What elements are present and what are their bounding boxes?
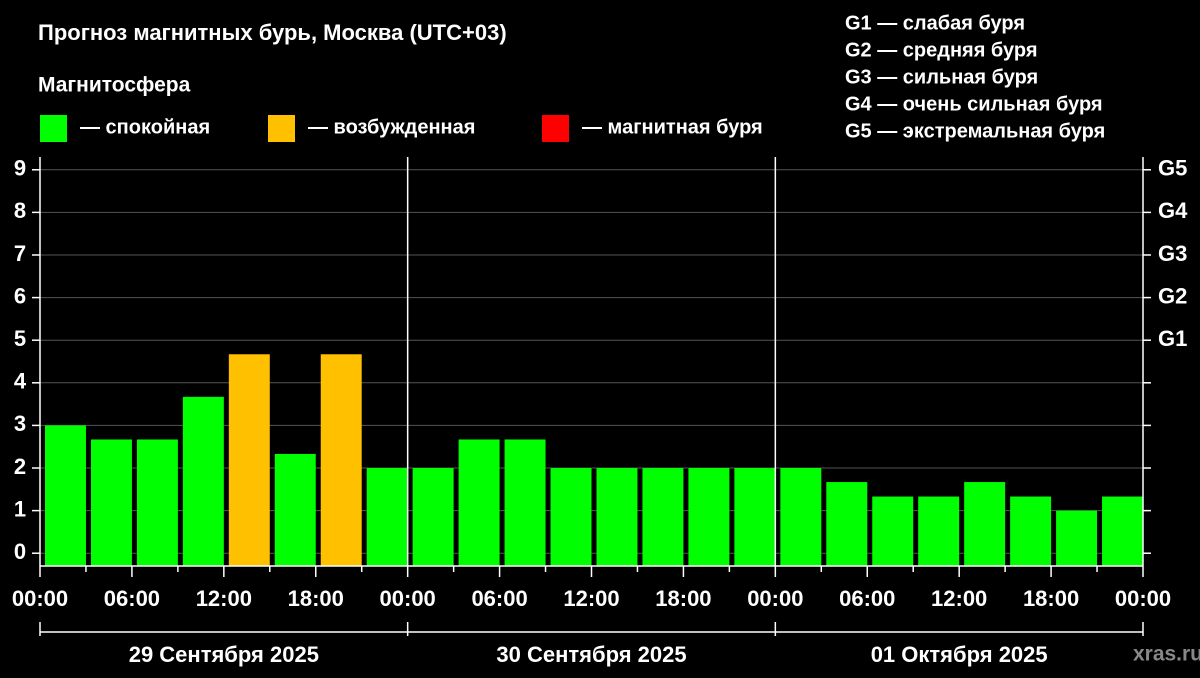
- bar: [504, 439, 546, 566]
- day-label: 29 Сентября 2025: [129, 642, 319, 667]
- bar: [412, 468, 454, 566]
- x-tick-label: 18:00: [655, 586, 711, 611]
- bar: [1102, 496, 1143, 566]
- y-tick-label: 8: [14, 198, 26, 223]
- bar: [182, 396, 224, 566]
- bar: [872, 496, 914, 566]
- x-tick-label: 06:00: [471, 586, 527, 611]
- x-tick-label: 12:00: [563, 586, 619, 611]
- x-tick-label: 18:00: [288, 586, 344, 611]
- bar: [964, 482, 1006, 566]
- y-tick-label: 1: [14, 496, 26, 521]
- y2-tick-label: G5: [1158, 156, 1187, 181]
- bar: [90, 439, 132, 566]
- y2-tick-label: G4: [1158, 198, 1188, 223]
- bar: [228, 354, 270, 566]
- storm-level: G4 — очень сильная буря: [845, 93, 1103, 115]
- bar: [596, 468, 638, 566]
- bar: [826, 482, 868, 566]
- x-tick-label: 12:00: [931, 586, 987, 611]
- bar: [136, 439, 178, 566]
- bar: [918, 496, 960, 566]
- y-tick-label: 2: [14, 454, 26, 479]
- storm-level: G3 — сильная буря: [845, 66, 1038, 88]
- legend-swatch: [268, 115, 295, 142]
- bar: [45, 425, 86, 566]
- watermark: xras.ru: [1133, 643, 1200, 666]
- x-tick-label: 06:00: [104, 586, 160, 611]
- bar: [1010, 496, 1052, 566]
- day-label: 30 Сентября 2025: [496, 642, 686, 667]
- x-tick-label: 00:00: [1115, 586, 1171, 611]
- storm-level: G5 — экстремальная буря: [845, 120, 1105, 142]
- bar: [550, 468, 592, 566]
- storm-level: G1 — слабая буря: [845, 12, 1025, 34]
- x-tick-label: 06:00: [839, 586, 895, 611]
- bar: [274, 453, 316, 566]
- bar: [458, 439, 500, 566]
- chart-title: Прогноз магнитных бурь, Москва (UTC+03): [38, 20, 507, 45]
- y-tick-label: 6: [14, 283, 26, 308]
- bar: [734, 468, 776, 566]
- day-label: 01 Октября 2025: [871, 642, 1048, 667]
- bar: [1056, 510, 1098, 566]
- y2-tick-label: G2: [1158, 283, 1187, 308]
- legend-label: — спокойная: [80, 116, 210, 138]
- x-tick-label: 00:00: [12, 586, 68, 611]
- x-tick-label: 18:00: [1023, 586, 1079, 611]
- storm-level: G2 — средняя буря: [845, 39, 1038, 61]
- x-tick-label: 00:00: [380, 586, 436, 611]
- y2-tick-label: G3: [1158, 241, 1187, 266]
- y-tick-label: 7: [14, 241, 26, 266]
- y-tick-label: 0: [14, 539, 26, 564]
- legend-swatch: [40, 115, 67, 142]
- x-tick-label: 12:00: [196, 586, 252, 611]
- y2-tick-label: G1: [1158, 326, 1187, 351]
- x-tick-label: 00:00: [747, 586, 803, 611]
- bar: [366, 468, 408, 566]
- legend-label: — возбужденная: [308, 116, 475, 138]
- legend-label: — магнитная буря: [582, 116, 763, 138]
- y-tick-label: 4: [14, 369, 27, 394]
- bar: [320, 354, 362, 566]
- bar: [642, 468, 684, 566]
- legend-swatch: [542, 115, 569, 142]
- y-tick-label: 9: [14, 156, 26, 181]
- y-tick-label: 3: [14, 411, 26, 436]
- bar: [688, 468, 730, 566]
- y-tick-label: 5: [14, 326, 26, 351]
- bar: [780, 468, 822, 566]
- subtitle: Магнитосфера: [38, 74, 191, 97]
